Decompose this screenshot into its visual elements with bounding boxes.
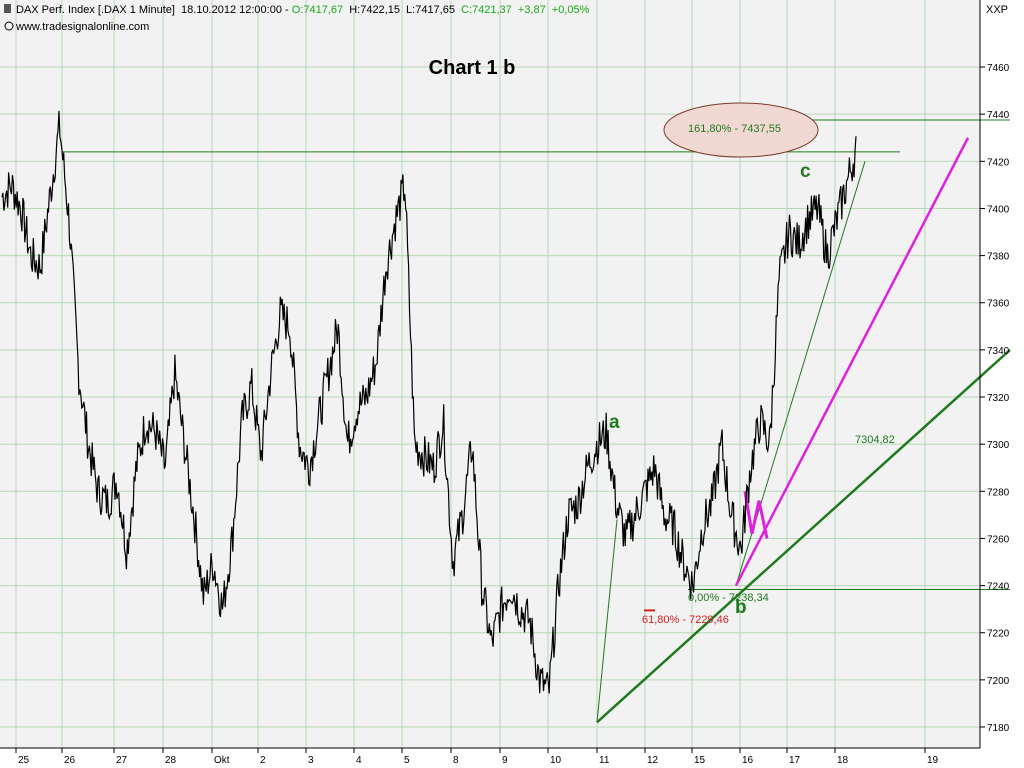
x-tick-label: 27 [116,755,128,766]
x-tick-label: 10 [550,755,562,766]
x-tick-label: 11 [599,755,610,766]
y-tick-label: 7440 [987,110,1010,121]
x-tick-label: 3 [308,755,314,766]
x-tick-label: 16 [742,755,754,766]
x-tick-label: 25 [18,755,30,766]
header-corner: XXP [986,4,1008,16]
chart-title: Chart 1 b [429,57,516,79]
magenta-trend-line [734,137,970,587]
menu-icon[interactable] [4,4,11,13]
y-tick-label: 7180 [987,723,1010,734]
x-tick-label: 5 [404,755,410,766]
x-tick-label: 8 [453,755,459,766]
y-tick-label: 7320 [987,393,1010,404]
x-tick-label: 18 [837,755,849,766]
copyright-icon [4,21,14,31]
magenta-zigzag [743,491,769,539]
annotations: 161,80% - 7437,55 0,00% - 7238,34 61,80% -… [609,102,895,626]
grid [0,0,980,748]
y-tick-label: 7220 [987,629,1010,640]
header-line: DAX Perf. Index [.DAX 1 Minute] 18.10.20… [16,4,590,16]
x-tick-label: 9 [502,755,508,766]
trend-value-label: 7304,82 [855,434,895,446]
y-tick-label: 7360 [987,299,1010,310]
y-tick-label: 7380 [987,252,1010,263]
header-separator: - [285,4,292,16]
header-change: +3,87 [518,4,546,16]
main-trend-line [596,348,1011,724]
x-tick-label: Okt [214,755,230,766]
y-tick-label: 7200 [987,676,1010,687]
x-tick-label: 26 [64,755,76,766]
y-tick-label: 7340 [987,346,1010,357]
y-tick-label: 7400 [987,204,1010,215]
y-axis: 7180 7200 7220 7240 7260 7280 7300 7320 7340 7360… [980,63,1010,734]
target-ellipse [663,102,819,158]
y-tick-label: 7240 [987,582,1010,593]
y-tick-label: 7280 [987,487,1010,498]
price-series [1,110,857,694]
header-close: C:7421,37 [461,4,512,16]
header-source: www.tradesignalonline.com [15,21,149,33]
x-tick-label: 4 [356,755,362,766]
x-tick-label: 19 [927,755,939,766]
header-open: O:7417,67 [292,4,343,16]
y-tick-label: 7420 [987,157,1010,168]
wave-a-trend-line [596,519,618,723]
header-pct: +0,05% [552,4,590,16]
header-low: L:7417,65 [406,4,455,16]
wave-c-label: c [800,161,811,182]
fib-target-label: 161,80% - 7437,55 [688,123,781,135]
x-tick-label: 17 [789,755,801,766]
trend-lines [596,137,1011,724]
x-tick-label: 28 [165,755,177,766]
x-axis: 25 26 27 28 Okt 2 3 4 5 8 9 10 11 12 15 16 17 18 19 [15,748,939,766]
price-line [1,110,857,694]
y-tick-label: 7260 [987,534,1010,545]
x-tick-label: 12 [647,755,659,766]
y-tick-label: 7300 [987,440,1010,451]
wave-b-label: b [735,597,747,618]
header-symbol: DAX Perf. Index [.DAX 1 Minute] [16,4,175,16]
plot-background [0,0,980,748]
fib-base-label: 0,00% - 7238,34 [688,592,769,604]
header-timestamp: 18.10.2012 12:00:00 [181,4,282,16]
wave-a-label: a [609,412,620,433]
y-tick-label: 7460 [987,63,1010,74]
fib-retrace-label: 61,80% - 7229,46 [642,614,729,626]
header-high: H:7422,15 [349,4,400,16]
x-tick-label: 2 [260,755,266,766]
x-tick-label: 15 [694,755,706,766]
